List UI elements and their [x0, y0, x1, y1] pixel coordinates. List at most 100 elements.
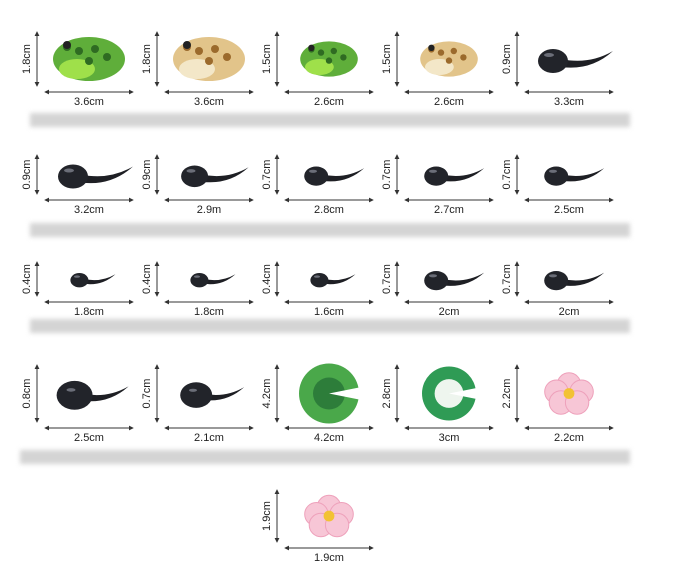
width-label: 2.5cm	[74, 432, 104, 444]
height-label: 0.7cm	[141, 379, 153, 409]
height-label: 1.5cm	[261, 44, 273, 74]
frog-belly	[305, 59, 334, 75]
height-label: 0.9cm	[21, 160, 33, 190]
tadpole-shine	[429, 274, 437, 278]
product-item: 4.2cm 4.2cm	[261, 363, 374, 444]
product-item: 0.4cm 1.8cm	[21, 261, 134, 318]
tadpole-head	[544, 166, 569, 186]
tadpole-shine	[66, 388, 76, 392]
height-label: 2.2cm	[501, 379, 513, 409]
tadpole-shine	[544, 53, 554, 57]
product-item: 0.7cm 2cm	[381, 261, 494, 318]
width-label: 3.6cm	[194, 96, 224, 108]
frog-belly	[425, 59, 454, 75]
product-item: 1.8cm 3.6cm	[21, 31, 134, 108]
lotus-center	[563, 388, 575, 399]
tadpole-head	[56, 380, 93, 410]
height-label: 0.9cm	[501, 44, 513, 74]
frog-spot	[340, 54, 347, 61]
width-label: 2.9m	[197, 204, 221, 216]
frog-spot	[445, 57, 453, 64]
tadpole-tail	[81, 386, 129, 402]
width-label: 2.6cm	[434, 96, 464, 108]
product-item: 0.8cm 2.5cm	[21, 364, 134, 444]
tadpole-tail	[81, 166, 133, 184]
tadpole-head	[310, 273, 329, 288]
width-label: 4.2cm	[314, 432, 344, 444]
frog-spot	[437, 49, 445, 56]
tadpole-head	[181, 165, 209, 188]
height-label: 0.7cm	[261, 160, 273, 190]
frog-spot	[223, 53, 231, 61]
lily-pad-notch	[449, 388, 476, 399]
height-label: 0.7cm	[381, 160, 393, 190]
product-item: 1.9cm 1.9cm	[261, 489, 374, 564]
width-label: 3.6cm	[74, 96, 104, 108]
tadpole-tail	[562, 168, 605, 182]
width-label: 3cm	[439, 432, 460, 444]
width-label: 2cm	[439, 306, 460, 318]
tadpole-shine	[314, 275, 320, 278]
frog-spot	[85, 57, 93, 65]
frog-spot	[325, 57, 333, 64]
width-label: 1.9cm	[314, 552, 344, 564]
tadpole-tail	[202, 387, 245, 401]
height-label: 2.8cm	[381, 379, 393, 409]
tadpole-shine	[64, 168, 74, 173]
width-label: 2.6cm	[314, 96, 344, 108]
width-label: 1.6cm	[314, 306, 344, 318]
height-label: 1.9cm	[261, 501, 273, 531]
height-label: 1.8cm	[141, 44, 153, 74]
width-label: 1.8cm	[74, 306, 104, 318]
width-label: 3.3cm	[554, 96, 584, 108]
frog-spot	[205, 57, 213, 65]
frog-spot	[103, 53, 111, 61]
frog-spot	[450, 47, 457, 55]
blurred-captions	[20, 113, 630, 464]
frog-spot	[195, 47, 203, 55]
tadpole-head	[304, 166, 329, 186]
product-item: 1.5cm 2.6cm	[261, 31, 374, 108]
product-item: 0.7cm 2cm	[501, 261, 614, 318]
tadpole-tail	[204, 274, 236, 285]
frog-spot	[330, 47, 337, 55]
height-label: 0.4cm	[141, 264, 153, 294]
frog-eye	[428, 44, 435, 51]
tadpole-head	[180, 382, 213, 408]
tadpole-tail	[442, 272, 485, 286]
frog-belly	[179, 59, 215, 79]
product-item: 1.8cm 3.6cm	[141, 31, 254, 108]
tadpole-shine	[189, 388, 197, 392]
width-label: 1.8cm	[194, 306, 224, 318]
tadpole-shine	[186, 169, 196, 173]
height-label: 0.7cm	[381, 264, 393, 294]
tadpole-shine	[549, 169, 557, 173]
frog-belly	[59, 59, 95, 79]
width-label: 3.2cm	[74, 204, 104, 216]
product-item: 0.7cm 2.7cm	[381, 154, 494, 216]
tadpole-tail	[324, 274, 356, 285]
tadpole-shine	[74, 275, 80, 278]
tadpole-head	[190, 273, 209, 288]
tadpole-head	[70, 273, 89, 288]
width-label: 2.7cm	[434, 204, 464, 216]
product-item: 0.4cm 1.6cm	[261, 261, 374, 318]
tadpole-head	[58, 164, 88, 189]
height-label: 0.4cm	[261, 264, 273, 294]
width-label: 2cm	[559, 306, 580, 318]
tadpole-head	[538, 49, 568, 73]
product-item: 0.4cm 1.8cm	[141, 261, 254, 318]
height-label: 1.5cm	[381, 44, 393, 74]
tadpole-tail	[84, 274, 116, 285]
tadpole-tail	[561, 51, 613, 68]
frog-spot	[317, 49, 325, 56]
tadpole-shine	[309, 169, 317, 173]
frog-spot	[75, 47, 83, 55]
tadpole-shine	[429, 169, 437, 173]
frog-spot	[91, 45, 99, 53]
height-label: 0.4cm	[21, 264, 33, 294]
width-label: 2.5cm	[554, 204, 584, 216]
product-item: 0.9cm 2.9m	[141, 154, 254, 216]
tadpole-head	[544, 271, 569, 291]
